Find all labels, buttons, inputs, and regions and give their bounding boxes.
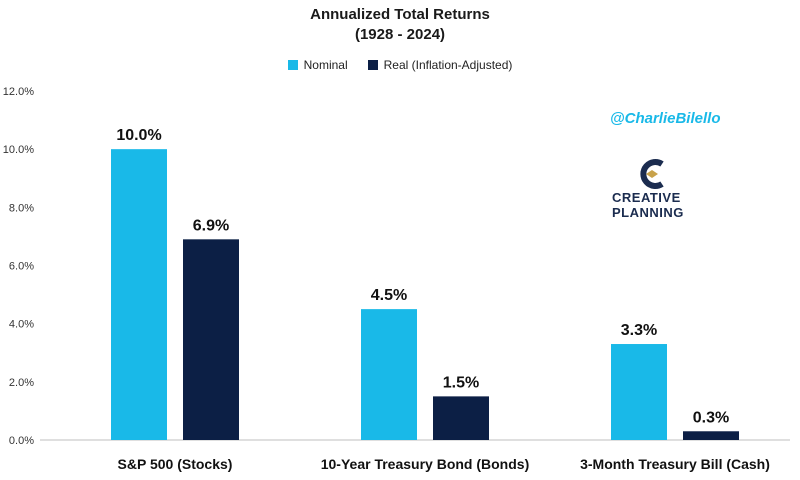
bar-real: [433, 396, 489, 440]
y-tick-label: 12.0%: [3, 86, 34, 98]
creative-planning-logo: CREATIVE PLANNING: [598, 158, 738, 220]
legend-item-nominal: Nominal: [287, 58, 348, 72]
x-tick-label: 10-Year Treasury Bond (Bonds): [321, 456, 530, 472]
chart-title: Annualized Total Returns: [310, 6, 490, 23]
author-handle: @CharlieBilello: [610, 110, 721, 127]
chart-subtitle: (1928 - 2024): [354, 26, 446, 43]
x-tick-label: 3-Month Treasury Bill (Cash): [580, 456, 770, 472]
logo-mark-icon: [640, 159, 664, 189]
legend-swatch-real: [367, 60, 378, 70]
bar-nominal: [361, 309, 417, 440]
legend-label-nominal: Nominal: [303, 58, 348, 72]
y-tick-label: 10.0%: [3, 144, 34, 156]
y-tick-label: 2.0%: [9, 377, 34, 389]
y-tick-label: 0.0%: [9, 435, 34, 447]
legend-label-real: Real (Inflation-Adjusted): [383, 58, 513, 72]
bar-real: [183, 239, 239, 440]
data-label: 4.5%: [371, 287, 407, 304]
y-tick-label: 6.0%: [9, 261, 34, 273]
legend-item-real: Real (Inflation-Adjusted): [367, 58, 513, 72]
y-tick-label: 8.0%: [9, 202, 34, 214]
legend: Nominal Real (Inflation-Adjusted): [0, 58, 800, 72]
bar-nominal: [611, 344, 667, 440]
logo-text-line2: PLANNING: [612, 205, 684, 220]
bar-nominal: [111, 149, 167, 440]
bar-real: [683, 431, 739, 440]
data-label: 3.3%: [621, 322, 657, 339]
data-label: 0.3%: [693, 409, 729, 426]
logo-text-line1: CREATIVE: [612, 190, 681, 205]
data-label: 10.0%: [116, 127, 161, 144]
legend-swatch-nominal: [287, 60, 298, 70]
y-tick-label: 4.0%: [9, 319, 34, 331]
x-tick-label: S&P 500 (Stocks): [118, 456, 233, 472]
data-label: 1.5%: [443, 374, 479, 391]
data-label: 6.9%: [193, 217, 229, 234]
